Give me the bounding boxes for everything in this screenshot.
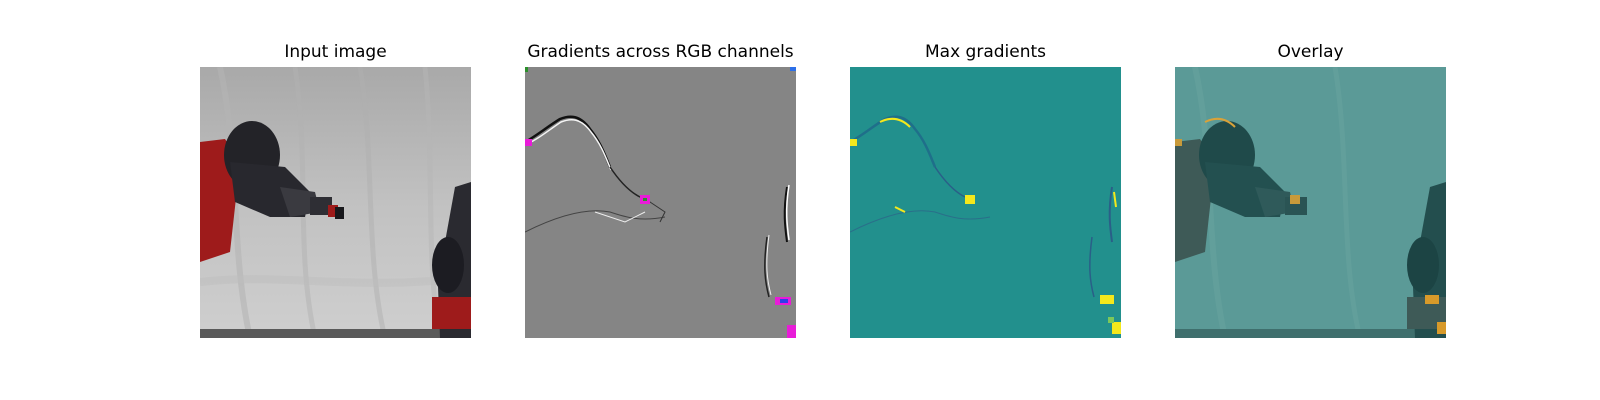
panel-title: Max gradients xyxy=(924,42,1047,62)
panel-input-image: Input image xyxy=(200,0,471,340)
input-image-canvas xyxy=(200,67,471,338)
max-gradients-canvas xyxy=(850,67,1121,338)
overlay-image xyxy=(1175,67,1446,338)
rgb-gradients-image xyxy=(525,67,796,338)
panel-title: Input image xyxy=(284,42,387,62)
rgb-gradients-canvas xyxy=(525,67,796,338)
overlay-canvas xyxy=(1175,67,1446,338)
panel-title: Overlay xyxy=(1277,42,1344,62)
max-gradients-image xyxy=(850,67,1121,338)
panel-title: Gradients across RGB channels xyxy=(527,42,794,62)
panel-rgb-gradients: Gradients across RGB channels xyxy=(525,0,796,340)
input-image xyxy=(200,67,471,338)
panel-overlay: Overlay xyxy=(1175,0,1446,340)
panel-max-gradients: Max gradients xyxy=(850,0,1121,340)
